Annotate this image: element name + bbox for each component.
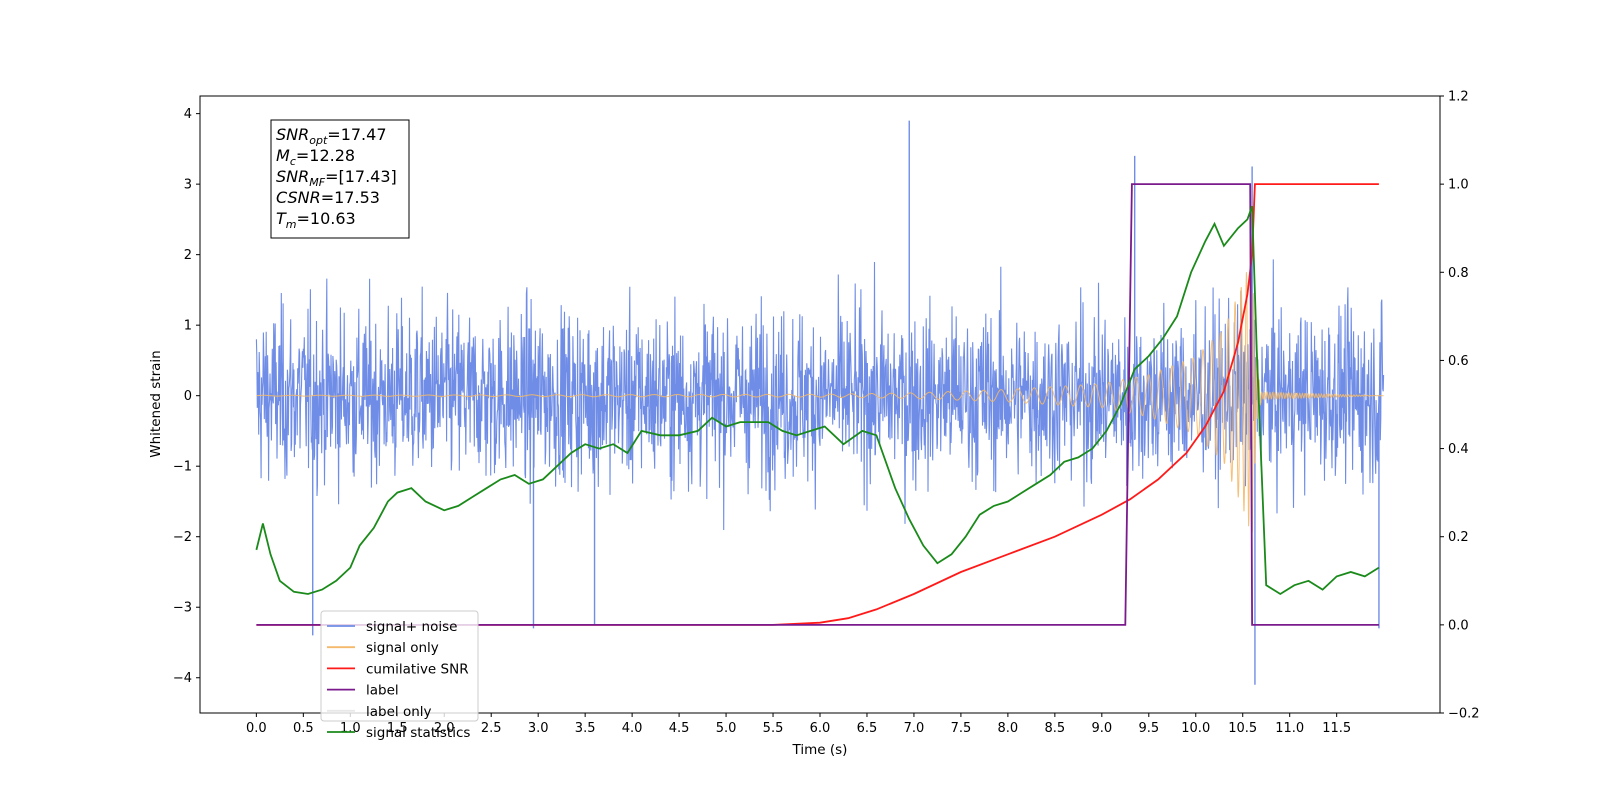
x-tick-label: 3.5 <box>575 721 596 736</box>
x-tick-label: 10.5 <box>1228 721 1257 736</box>
y-tick-label-right: 1.2 <box>1448 90 1469 105</box>
legend-entry-cumilative-snr: cumilative SNR <box>327 661 469 677</box>
x-tick-label: 8.5 <box>1045 721 1066 736</box>
y-tick-label-right: 0.4 <box>1448 442 1469 457</box>
legend-label: signal statistics <box>366 725 470 741</box>
x-tick-label: 1.5 <box>387 721 408 736</box>
annotation-line: SNRopt=17.47 <box>276 125 387 147</box>
x-tick-label: 5.0 <box>716 721 737 736</box>
y-tick-label-left: −1 <box>173 460 192 475</box>
label-line <box>256 183 1379 626</box>
legend-entry-label-only: label only <box>327 704 432 720</box>
legend-label: label <box>366 683 399 699</box>
legend-label: cumilative SNR <box>366 661 469 677</box>
y-axis-left: 4 3 2 1 0 −1 −2 −3 −4 <box>173 107 200 686</box>
x-tick-label: 0.5 <box>293 721 314 736</box>
legend-entry-label: label <box>327 683 399 699</box>
x-tick-label: 1.0 <box>340 721 361 736</box>
legend-label: signal+ noise <box>366 619 457 635</box>
legend-entry-signal-statistics: signal statistics <box>327 725 470 741</box>
signal-noise-line <box>255 259 1385 531</box>
x-tick-label: 2.5 <box>481 721 502 736</box>
y-tick-label-right: 0.6 <box>1448 354 1469 369</box>
stats-annotation: SNRopt=17.47Mc=12.28SNRMF=[17.43]CSNR=17… <box>270 119 410 239</box>
legend-entry-signal-noise: signal+ noise <box>327 619 457 635</box>
x-tick-label: 3.0 <box>528 721 549 736</box>
y-tick-label-left: 0 <box>184 389 192 404</box>
y-tick-label-right: 1.0 <box>1448 178 1469 193</box>
legend-label: label only <box>366 704 432 720</box>
x-tick-label: 10.0 <box>1181 721 1210 736</box>
x-tick-label: 8.0 <box>998 721 1019 736</box>
x-tick-label: 5.5 <box>763 721 784 736</box>
plot-area <box>255 120 1385 685</box>
x-axis-label: Time (s) <box>792 742 848 758</box>
annotation-box <box>270 119 410 239</box>
y-axis-label-left: Whitened strain <box>148 350 164 457</box>
x-tick-label: 6.5 <box>857 721 878 736</box>
annotation-line: Mc=12.28 <box>276 146 355 168</box>
annotation-line: Tm=10.63 <box>276 209 356 231</box>
x-tick-label: 9.5 <box>1138 721 1159 736</box>
y-tick-label-left: −3 <box>173 601 192 616</box>
x-tick-label: 11.5 <box>1322 721 1351 736</box>
x-tick-label: 11.0 <box>1275 721 1304 736</box>
legend: signal+ noise signal only cumilative SNR la… <box>320 610 479 741</box>
x-tick-label: 9.0 <box>1091 721 1112 736</box>
x-tick-label: 4.0 <box>622 721 643 736</box>
y-tick-label-left: 2 <box>184 248 192 263</box>
x-tick-label: 7.0 <box>904 721 925 736</box>
y-tick-label-right: −0.2 <box>1448 707 1480 722</box>
x-tick-label: 2.0 <box>434 721 455 736</box>
x-tick-label: 4.5 <box>669 721 690 736</box>
y-tick-label-left: −4 <box>173 671 192 686</box>
signal-statistics-line <box>255 205 1380 596</box>
signal-only-line <box>256 259 1384 533</box>
legend-entry-signal-only: signal only <box>327 640 439 656</box>
y-tick-label-left: −2 <box>173 530 192 545</box>
annotation-line: CSNR=17.53 <box>276 188 380 207</box>
y-tick-label-right: 0.8 <box>1448 266 1469 281</box>
x-tick-label: 0.0 <box>246 721 267 736</box>
cumilative-snr-line <box>256 183 1379 626</box>
y-tick-label-left: 1 <box>184 319 192 334</box>
y-tick-label-left: 4 <box>184 107 192 122</box>
y-tick-label-left: 3 <box>184 178 192 193</box>
x-tick-label: 6.0 <box>810 721 831 736</box>
legend-label: signal only <box>366 640 439 656</box>
y-axis-right: 1.2 1.0 0.8 0.6 0.4 0.2 0.0 −0.2 <box>1440 90 1480 722</box>
y-tick-label-right: 0.2 <box>1448 530 1469 545</box>
x-tick-label: 7.5 <box>951 721 972 736</box>
legend-box <box>320 610 479 722</box>
annotation-line: SNRMF=[17.43] <box>276 167 397 189</box>
y-tick-label-right: 0.0 <box>1448 618 1469 633</box>
